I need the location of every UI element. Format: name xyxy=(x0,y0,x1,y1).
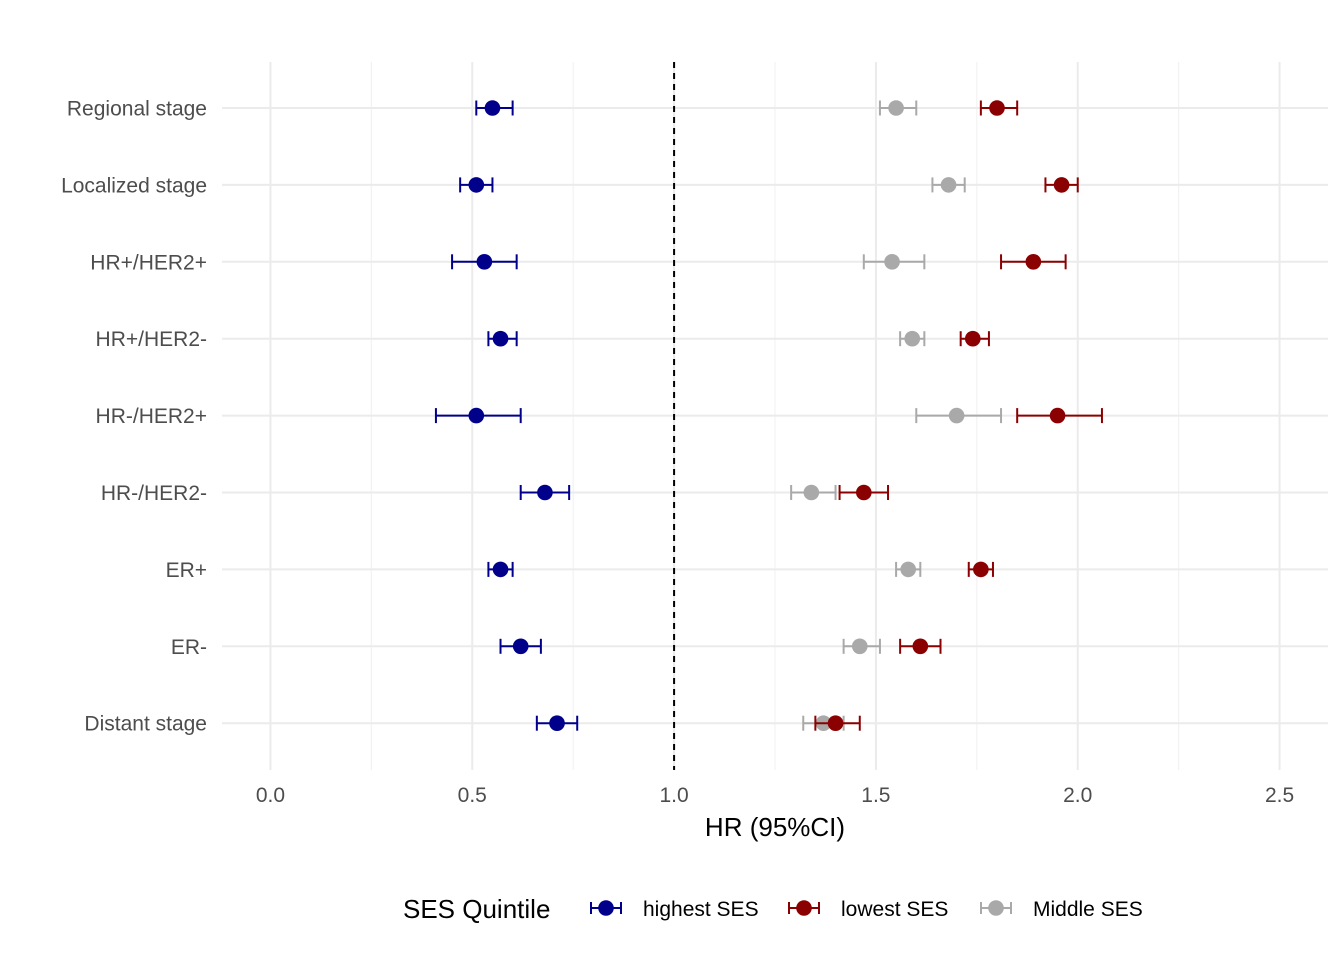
error-bar-point xyxy=(979,100,1019,116)
hr-point xyxy=(1049,407,1066,424)
error-bar-point xyxy=(878,100,918,116)
y-tick-label: HR-/HER2+ xyxy=(96,405,207,428)
y-tick-label: HR+/HER2- xyxy=(96,328,207,351)
hr-point xyxy=(912,638,929,655)
legend: SES Quintile highest SES lowest SES Middle… xyxy=(403,894,1143,924)
y-tick-label: HR+/HER2+ xyxy=(90,251,207,274)
error-bar-point xyxy=(899,638,942,655)
legend-key-point xyxy=(988,900,1004,916)
error-bar-point xyxy=(1000,253,1067,270)
legend-label: lowest SES xyxy=(841,898,948,921)
error-bar-point xyxy=(915,407,1003,424)
error-bar-point xyxy=(895,561,922,578)
hr-point xyxy=(888,100,904,116)
hr-point xyxy=(468,177,485,193)
y-tick-label: ER- xyxy=(171,636,207,659)
hr-point xyxy=(964,330,981,347)
error-bar-point xyxy=(487,330,518,347)
legend-item: lowest SES xyxy=(788,898,948,921)
x-axis-tick-labels: 0.0 0.5 1.0 1.5 2.0 2.5 xyxy=(256,784,1294,807)
legend-title: SES Quintile xyxy=(403,894,550,924)
error-bar-point xyxy=(451,253,518,270)
y-axis-tick-labels: Regional stage Localized stage HR+/HER2+ HR… xyxy=(61,98,207,736)
hr-point xyxy=(856,484,872,501)
major-y-gridlines xyxy=(222,107,1328,725)
legend-item: highest SES xyxy=(590,898,759,921)
hr-point xyxy=(904,330,921,347)
hr-point xyxy=(940,177,957,193)
error-bar-point xyxy=(434,407,522,424)
hr-point xyxy=(492,561,509,578)
error-bar-point xyxy=(1016,407,1103,424)
hr-point xyxy=(484,100,501,116)
error-bar-point xyxy=(931,177,966,193)
error-bar-point xyxy=(862,253,926,270)
x-tick-label: 2.5 xyxy=(1265,784,1294,807)
y-tick-label: Localized stage xyxy=(61,174,207,197)
error-bar-point xyxy=(842,638,881,655)
error-bar-point xyxy=(967,561,994,578)
legend-key-point xyxy=(796,900,812,916)
error-bar-point xyxy=(475,100,514,116)
legend-label: Middle SES xyxy=(1033,898,1143,921)
data-marks xyxy=(434,100,1103,731)
hr-point xyxy=(827,715,844,731)
hr-point xyxy=(468,407,485,424)
error-bar-point xyxy=(959,330,990,347)
x-tick-label: 1.0 xyxy=(659,784,688,807)
y-tick-label: Regional stage xyxy=(67,98,207,121)
legend-items: highest SES lowest SES Middle SES xyxy=(590,898,1143,921)
error-bar-point xyxy=(487,561,514,578)
hr-point xyxy=(989,100,1005,116)
hr-point xyxy=(492,330,509,347)
x-tick-label: 1.5 xyxy=(861,784,890,807)
error-bar-point xyxy=(790,484,837,501)
x-axis-title: HR (95%CI) xyxy=(705,812,845,842)
hr-point xyxy=(900,561,917,578)
hr-point xyxy=(1025,253,1042,270)
legend-item: Middle SES xyxy=(980,898,1143,921)
hr-point xyxy=(549,715,565,731)
hr-point xyxy=(803,484,820,501)
hr-point xyxy=(1053,177,1070,193)
error-bar-point xyxy=(1044,177,1079,193)
hr-point xyxy=(851,638,868,655)
error-bar-point xyxy=(535,715,579,731)
hr-point xyxy=(537,484,553,501)
legend-label: highest SES xyxy=(643,898,759,921)
error-bar-point xyxy=(838,484,890,501)
y-tick-label: ER+ xyxy=(166,559,207,582)
hr-point xyxy=(884,253,900,270)
error-bar-point xyxy=(519,484,571,501)
error-bar-point xyxy=(499,638,542,655)
hr-point xyxy=(948,407,965,424)
hr-point xyxy=(973,561,989,578)
x-tick-label: 0.0 xyxy=(256,784,285,807)
y-tick-label: HR-/HER2- xyxy=(101,482,207,505)
legend-key-point xyxy=(598,900,614,916)
y-tick-label: Distant stage xyxy=(84,713,207,736)
error-bar-point xyxy=(899,330,926,347)
hr-point xyxy=(476,253,493,270)
error-bar-point xyxy=(814,715,861,731)
x-tick-label: 0.5 xyxy=(458,784,487,807)
error-bar-point xyxy=(459,177,494,193)
hr-point xyxy=(512,638,529,655)
x-tick-label: 2.0 xyxy=(1063,784,1092,807)
